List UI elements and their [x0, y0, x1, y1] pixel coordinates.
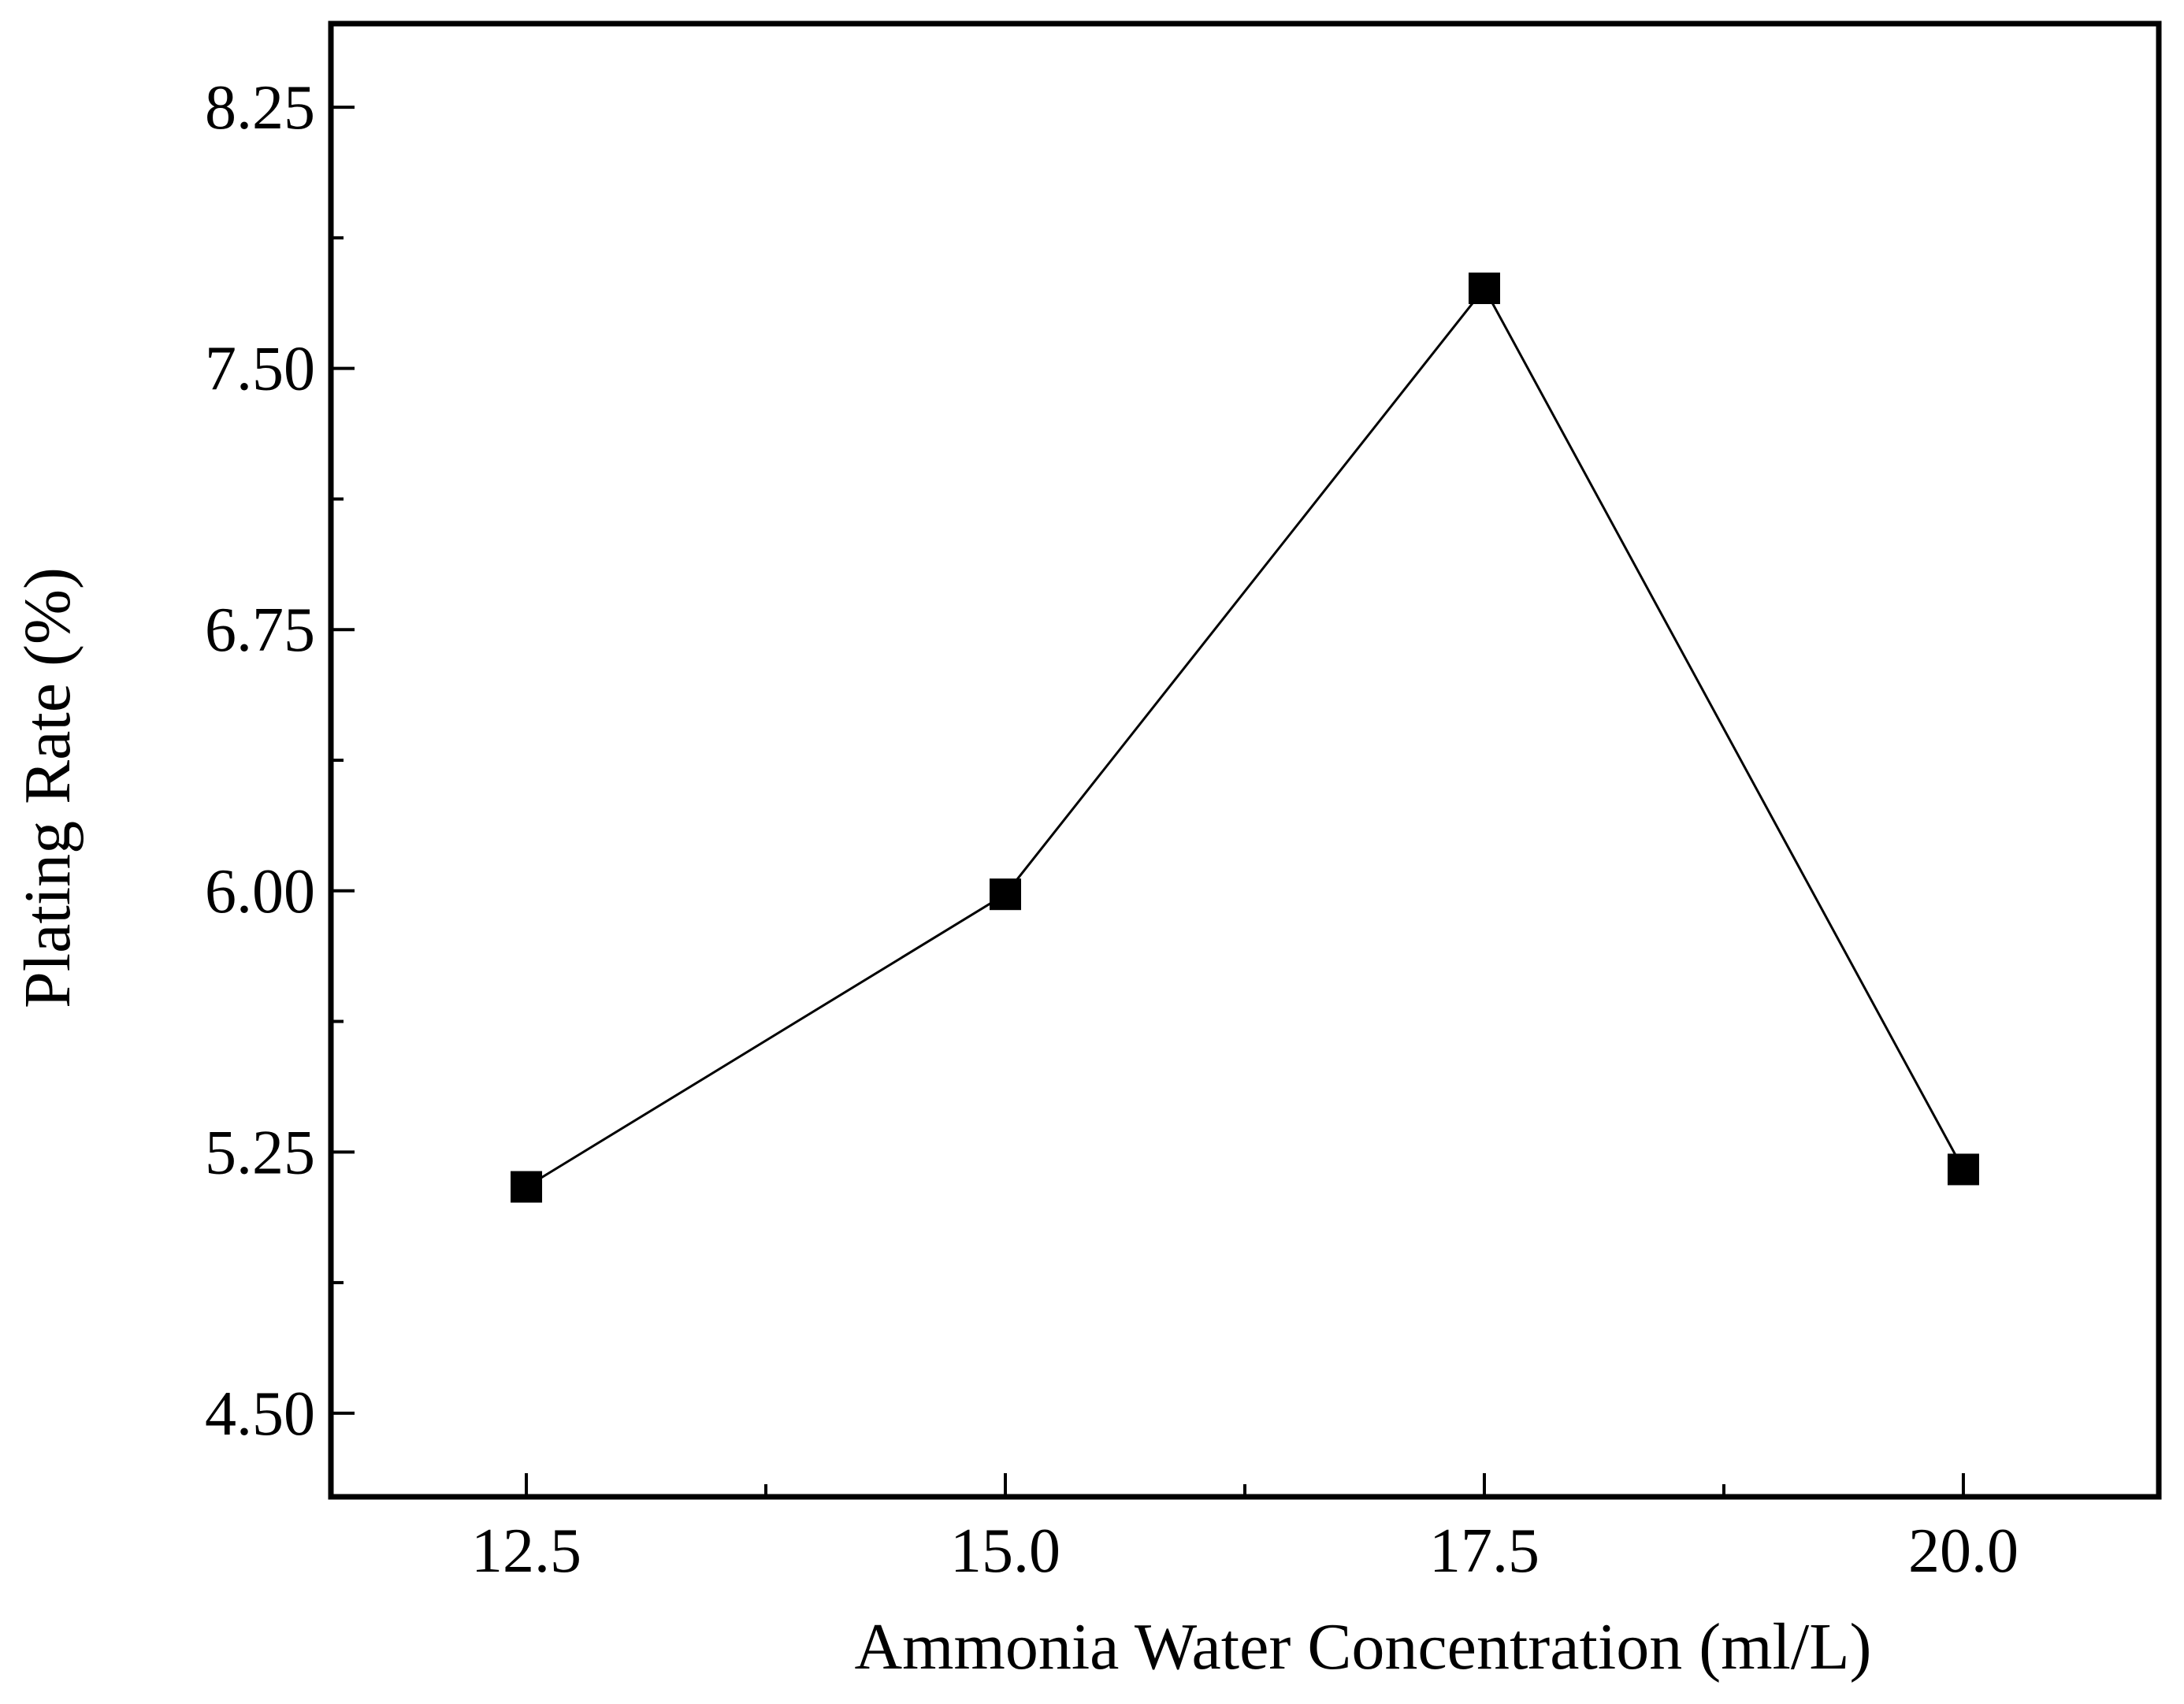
y-tick-label: 7.50: [205, 335, 315, 404]
x-tick-label: 12.5: [471, 1517, 581, 1586]
y-axis-title: Plating Rate (%): [11, 567, 84, 1008]
x-axis-title: Ammonia Water Concentration (ml/L): [854, 1610, 1871, 1684]
data-point-marker: [990, 878, 1022, 911]
data-series: [511, 272, 1979, 1203]
axis-ticks: 4.50 5.25 6.00 6.75 7.50 8.25 12.5 15.0 17.5 20.0: [205, 73, 2019, 1586]
x-tick-label: 20.0: [1908, 1517, 2019, 1586]
plot-frame: [328, 20, 2162, 1500]
data-point-marker: [1947, 1153, 1979, 1186]
series-line: [526, 286, 1965, 1188]
y-tick-label: 4.50: [205, 1379, 315, 1449]
y-tick-label: 8.25: [205, 73, 315, 143]
data-point-marker: [1468, 272, 1500, 304]
data-point-marker: [511, 1171, 543, 1203]
y-tick-label: 6.00: [205, 857, 315, 926]
y-tick-label: 5.25: [205, 1118, 315, 1187]
y-tick-label: 6.75: [205, 596, 315, 665]
x-tick-label: 15.0: [950, 1517, 1060, 1586]
x-tick-label: 17.5: [1429, 1517, 1540, 1586]
